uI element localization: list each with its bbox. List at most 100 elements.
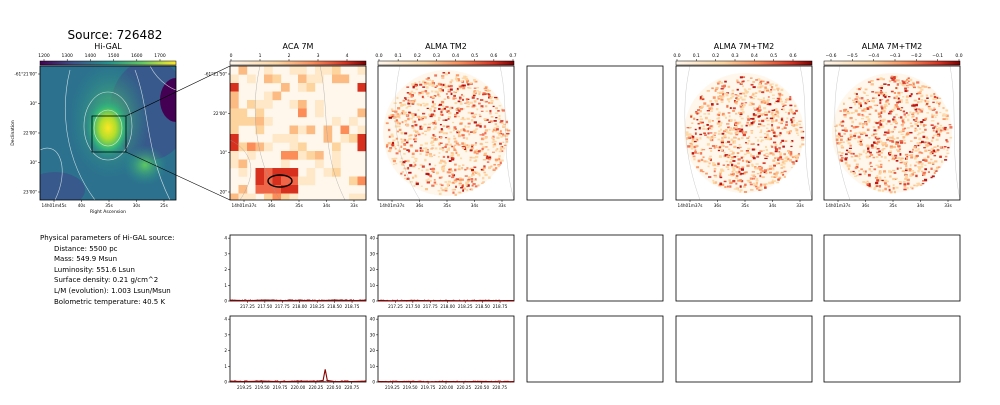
noise-speck [396, 144, 400, 146]
noise-speck [775, 162, 778, 165]
noise-speck [752, 120, 755, 124]
noise-speck [470, 146, 474, 150]
noise-speck [858, 87, 861, 91]
noise-speck [717, 149, 721, 152]
noise-speck [736, 155, 739, 158]
noise-speck [694, 151, 697, 154]
noise-speck [716, 81, 719, 84]
noise-speck [899, 139, 903, 143]
noise-speck [446, 110, 450, 113]
aca-pixel [289, 125, 299, 135]
noise-speck [695, 144, 699, 147]
noise-speck [710, 106, 713, 108]
noise-speck [456, 79, 460, 82]
noise-speck [494, 96, 498, 99]
noise-speck [707, 127, 710, 131]
noise-speck [496, 128, 499, 131]
noise-speck [787, 150, 791, 152]
noise-speck [892, 187, 895, 190]
noise-speck [861, 126, 865, 129]
noise-speck [421, 95, 424, 98]
noise-speck [465, 149, 468, 153]
noise-speck [871, 134, 875, 137]
aca-pixel [264, 193, 273, 200]
noise-speck [851, 120, 855, 124]
noise-speck [736, 131, 739, 134]
noise-speck [716, 117, 720, 120]
noise-speck [404, 177, 407, 180]
noise-speck [909, 111, 912, 114]
noise-speck [458, 183, 461, 186]
noise-speck [763, 169, 767, 172]
noise-speck [701, 98, 705, 101]
noise-speck [921, 131, 925, 133]
noise-speck [403, 152, 406, 155]
noise-speck [488, 158, 491, 161]
noise-speck [438, 107, 441, 111]
colorbar-tick-label: 0.6 [789, 53, 796, 59]
noise-speck [387, 128, 391, 132]
noise-speck [776, 111, 780, 115]
noise-speck [712, 134, 716, 136]
noise-speck [469, 82, 473, 84]
noise-speck [929, 143, 932, 146]
noise-speck [448, 169, 451, 171]
noise-speck [703, 102, 707, 105]
noise-speck [497, 164, 501, 166]
noise-speck [419, 153, 422, 155]
noise-speck [737, 158, 741, 161]
noise-speck [855, 163, 859, 166]
aca-image [230, 66, 366, 200]
noise-speck [780, 171, 784, 174]
spectrum-panel-tm2-row2 [377, 315, 515, 383]
noise-speck [931, 115, 934, 119]
noise-speck [897, 91, 901, 95]
noise-speck [900, 107, 904, 109]
noise-speck [920, 165, 924, 168]
noise-speck [883, 148, 886, 150]
noise-speck [483, 100, 486, 103]
noise-speck [451, 157, 455, 161]
noise-speck [416, 131, 420, 134]
noise-speck [735, 174, 739, 178]
noise-speck [748, 135, 751, 138]
noise-speck [461, 77, 465, 80]
noise-speck [408, 92, 412, 96]
noise-speck [757, 139, 760, 142]
noise-speck [734, 164, 737, 168]
noise-speck [431, 100, 434, 104]
noise-speck [798, 120, 802, 123]
noise-speck [906, 178, 910, 182]
noise-speck [403, 111, 408, 114]
noise-speck [500, 108, 503, 112]
noise-speck [733, 127, 736, 129]
noise-speck [749, 177, 753, 180]
noise-speck [498, 155, 501, 158]
noise-speck [730, 153, 734, 155]
noise-speck [447, 185, 449, 188]
noise-speck [458, 178, 462, 181]
noise-speck [719, 91, 723, 94]
noise-speck [433, 139, 437, 141]
noise-speck [859, 138, 864, 141]
noise-speck [926, 141, 930, 143]
noise-speck [775, 107, 778, 111]
noise-speck [693, 158, 696, 161]
noise-speck [481, 176, 485, 180]
noise-speck [890, 75, 894, 78]
noise-speck [498, 114, 501, 118]
noise-speck [721, 85, 724, 88]
noise-speck [920, 88, 924, 91]
noise-speck [901, 119, 904, 122]
noise-speck [720, 81, 723, 84]
noise-speck [866, 144, 869, 146]
noise-speck [741, 106, 745, 108]
noise-speck [468, 133, 471, 136]
combined-image-2 [824, 66, 960, 200]
spectrum-x-tick-label: 218.50 [327, 304, 342, 309]
noise-speck [461, 184, 464, 187]
noise-speck [924, 149, 928, 153]
noise-speck [759, 131, 762, 133]
noise-speck [940, 160, 943, 163]
noise-speck [834, 129, 838, 132]
